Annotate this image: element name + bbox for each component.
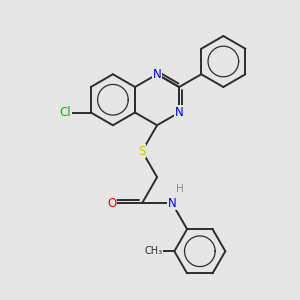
Text: S: S [138,145,146,158]
Text: H: H [176,184,184,194]
Text: CH₃: CH₃ [144,246,162,256]
Text: O: O [107,197,117,210]
Text: N: N [168,197,176,210]
Text: N: N [175,106,184,119]
Text: Cl: Cl [59,106,71,119]
Text: N: N [153,68,161,81]
